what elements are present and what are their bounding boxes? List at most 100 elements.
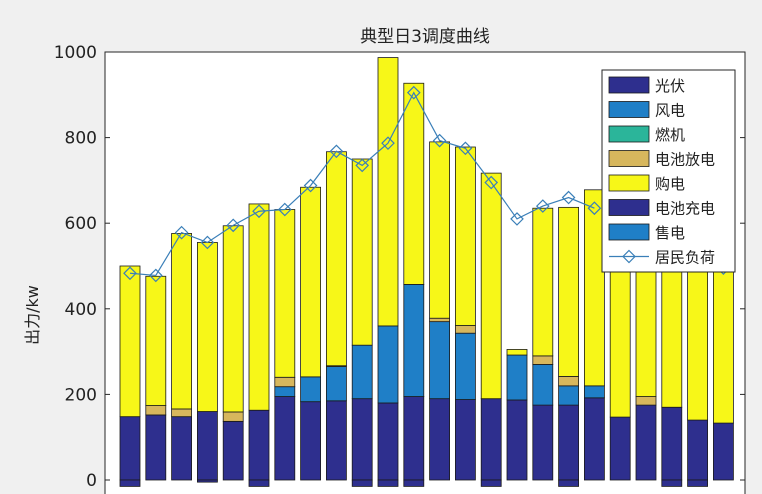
bar-segment-5-22: [687, 479, 708, 487]
y-tick-label: 0: [86, 471, 97, 491]
bar-segment-0-3: [196, 411, 218, 481]
legend-swatch-1: [608, 101, 650, 118]
legend-label-7: 居民负荷: [655, 249, 715, 267]
bar-segment-0-5: [248, 409, 270, 481]
bar-segment-4-9: [351, 158, 373, 346]
bar-segment-0-12: [429, 398, 451, 481]
bar-segment-4-4: [222, 225, 244, 413]
load-marker-9: [355, 158, 370, 173]
bar-segment-1-11: [403, 284, 425, 397]
legend-label-2: 燃机: [655, 126, 685, 144]
legend-swatch-4: [608, 174, 650, 192]
bar-segment-3-4: [222, 411, 244, 422]
bar-segment-1-18: [584, 385, 605, 399]
y-tick-label: 1000: [54, 43, 97, 63]
legend-label-6: 售电: [655, 224, 685, 242]
bar-segment-4-17: [558, 206, 579, 377]
bar-segment-4-6: [274, 209, 296, 378]
bar-segment-1-10: [377, 325, 399, 404]
bar-segment-1-6: [274, 386, 296, 397]
bar-segment-5-0: [119, 479, 141, 487]
plot-frame: [104, 51, 746, 494]
bar-segment-0-11: [403, 396, 425, 481]
bar-segment-0-1: [145, 414, 167, 481]
bar-segment-0-19: [609, 416, 631, 481]
legend-swatch-2: [608, 125, 650, 143]
load-marker-18: [587, 201, 602, 216]
bar-segment-4-14: [480, 172, 502, 400]
bar-segment-1-13: [454, 332, 476, 400]
bar-segment-4-8: [325, 151, 347, 367]
load-marker-7: [303, 178, 318, 193]
bar-segment-4-18: [584, 189, 605, 387]
load-marker-15: [510, 212, 524, 226]
bar-segment-3-17: [558, 376, 579, 387]
load-marker-10: [381, 136, 395, 151]
y-tick-label: 400: [65, 300, 97, 320]
load-marker-13: [458, 141, 473, 156]
bar-segment-1-7: [300, 376, 322, 403]
legend-label-4: 购电: [655, 175, 685, 193]
bar-segment-3-20: [635, 396, 657, 406]
load-marker-6: [277, 202, 292, 217]
bar-segment-0-16: [532, 404, 554, 481]
bar-segment-0-14: [480, 398, 502, 481]
load-marker-16: [535, 199, 550, 213]
bar-segment-4-16: [532, 207, 554, 357]
load-marker-3: [200, 235, 215, 250]
bar-segment-0-20: [635, 404, 657, 481]
bar-segment-0-17: [558, 404, 579, 481]
bar-segment-0-6: [274, 396, 296, 481]
bar-segment-0-2: [171, 416, 193, 481]
bar-segment-5-17: [558, 479, 579, 487]
bar-segment-4-7: [300, 186, 322, 378]
legend-label-3: 电池放电: [655, 151, 715, 169]
bar-segment-0-13: [454, 399, 476, 481]
bar-segment-1-16: [532, 364, 554, 406]
bar-segment-4-5: [248, 203, 270, 411]
bar-segment-1-9: [351, 344, 373, 400]
bar-segment-0-15: [506, 399, 528, 481]
y-axis-label: 出力/kw: [23, 285, 42, 345]
bar-segment-4-3: [196, 242, 218, 412]
load-marker-2: [174, 225, 189, 240]
bar-segment-4-0: [119, 265, 141, 418]
load-marker-5: [252, 204, 266, 219]
bar-segment-4-1: [145, 275, 167, 406]
bar-segment-3-2: [171, 408, 193, 418]
bar-segment-5-10: [377, 479, 399, 487]
bar-segment-1-12: [429, 321, 451, 400]
bar-segment-1-15: [506, 354, 528, 401]
load-line-layer: [123, 85, 731, 283]
bar-segment-5-9: [351, 479, 373, 487]
bar-segment-4-2: [171, 233, 193, 410]
bar-segment-3-13: [454, 325, 476, 334]
bar-segment-0-21: [661, 406, 683, 481]
bar-segment-0-7: [300, 401, 322, 481]
load-marker-17: [561, 190, 576, 205]
bar-segment-0-18: [584, 397, 605, 481]
legend-marker: [622, 249, 636, 264]
bar-segment-5-5: [248, 479, 270, 487]
load-marker-8: [329, 144, 344, 159]
legend-swatch-6: [608, 223, 650, 241]
legend-swatch-3: [608, 150, 650, 167]
legend-label-5: 电池充电: [655, 200, 715, 218]
bar-segment-0-0: [119, 416, 141, 481]
bar-segment-0-8: [325, 400, 347, 481]
bar-segment-3-12: [429, 317, 451, 323]
bar-segment-4-12: [429, 141, 451, 319]
bar-segment-4-10: [377, 57, 399, 327]
load-marker-4: [226, 218, 241, 233]
load-marker-0: [123, 266, 137, 281]
legend-label-1: 风电: [655, 102, 685, 120]
legend-swatch-0: [608, 76, 650, 94]
bar-segment-5-11: [403, 479, 425, 487]
load-marker-11: [406, 85, 421, 100]
bar-segment-0-22: [687, 419, 708, 481]
bar-segment-3-16: [532, 355, 554, 365]
load-marker-12: [432, 133, 447, 148]
legend-label-0: 光伏: [655, 77, 685, 95]
